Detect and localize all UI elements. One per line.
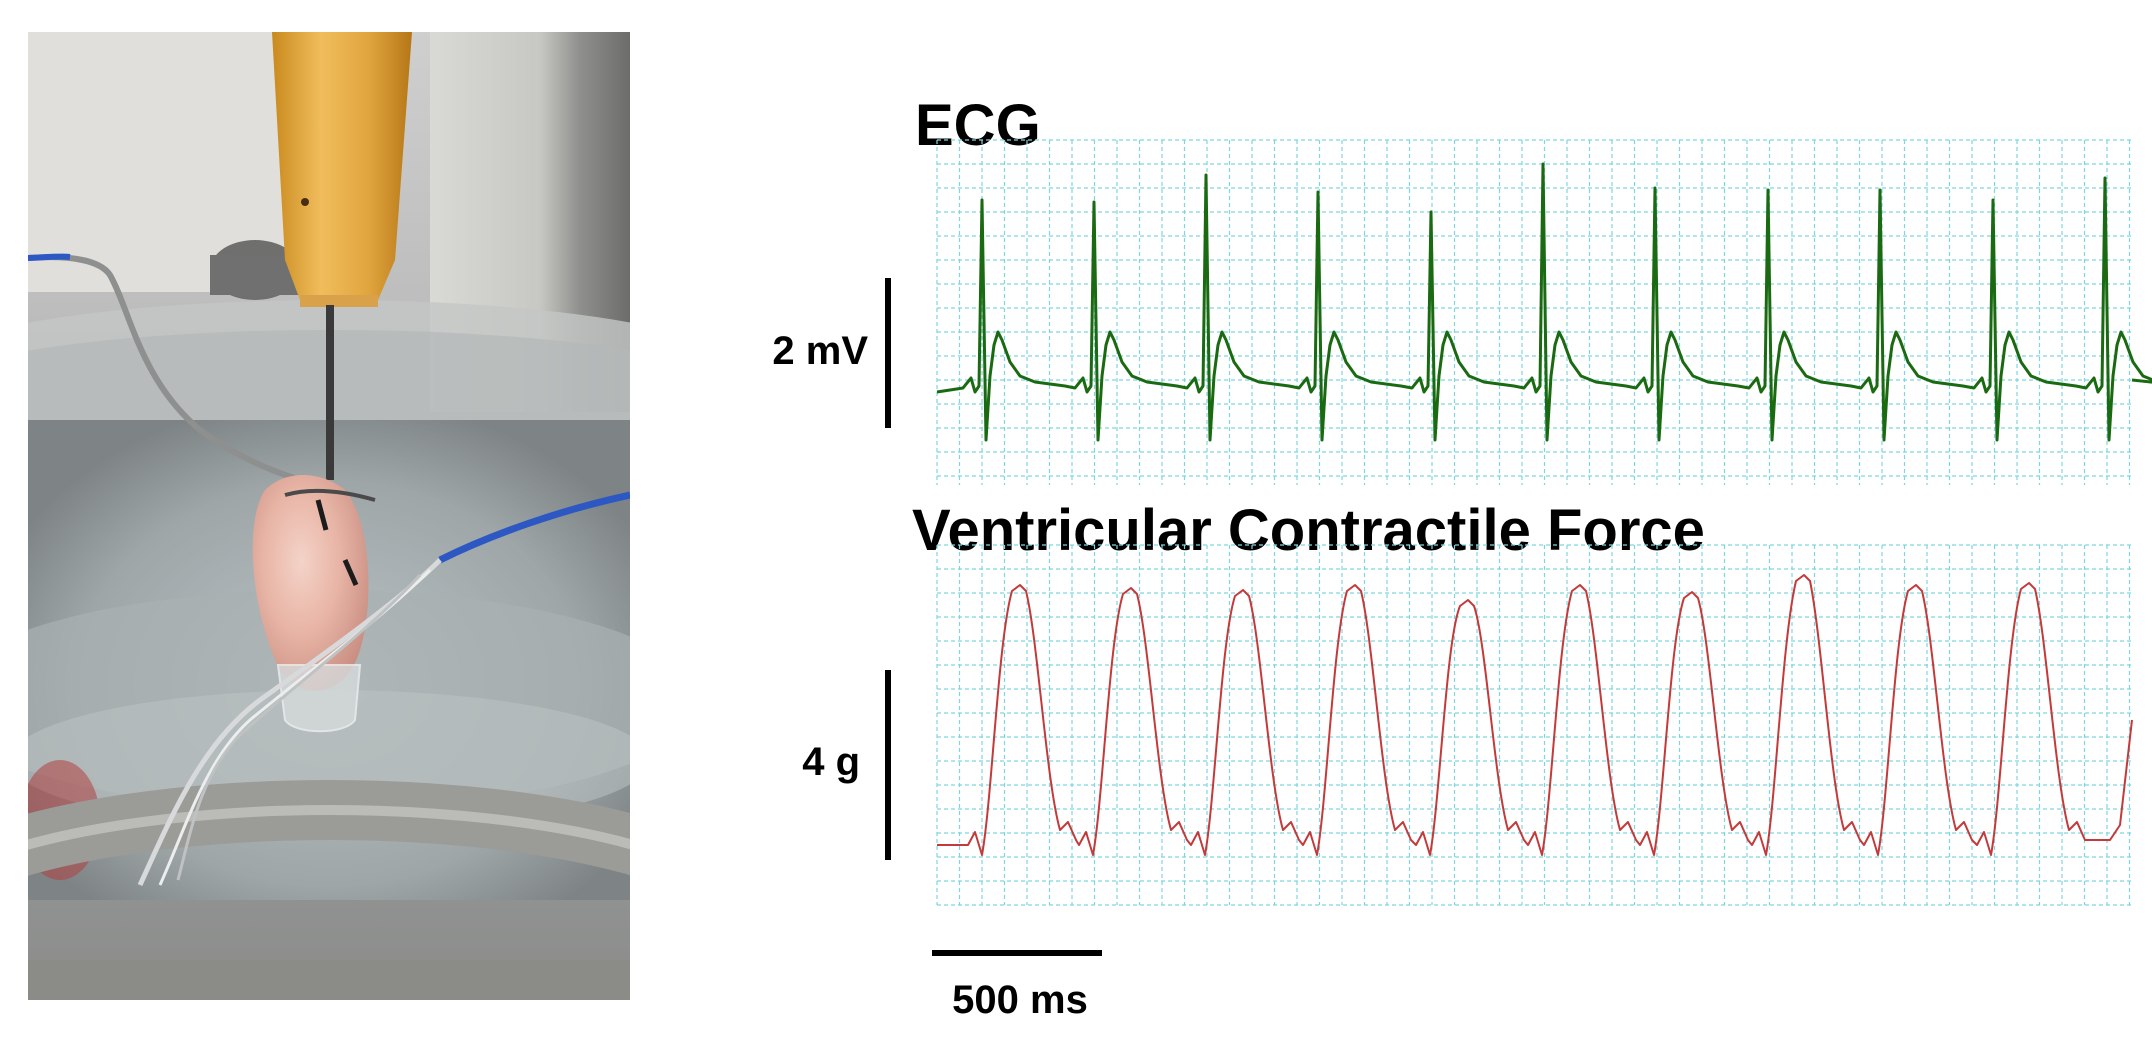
force-title: Ventricular Contractile Force (912, 498, 1705, 563)
isolated-heart-photo (28, 32, 630, 1000)
ecg-title: ECG (915, 93, 1041, 158)
force-trace (937, 574, 2133, 856)
ecg-scale-label: 2 mV (772, 329, 868, 373)
ecg-grid (936, 139, 2132, 485)
ecg-panel: ECG 2 mV (772, 93, 2152, 485)
force-panel: Ventricular Contractile Force 4 g (802, 498, 2133, 906)
time-scale-label: 500 ms (952, 978, 1088, 1022)
ecg-trace (936, 162, 2152, 442)
force-grid (936, 544, 2132, 906)
force-scale-label: 4 g (802, 740, 860, 784)
